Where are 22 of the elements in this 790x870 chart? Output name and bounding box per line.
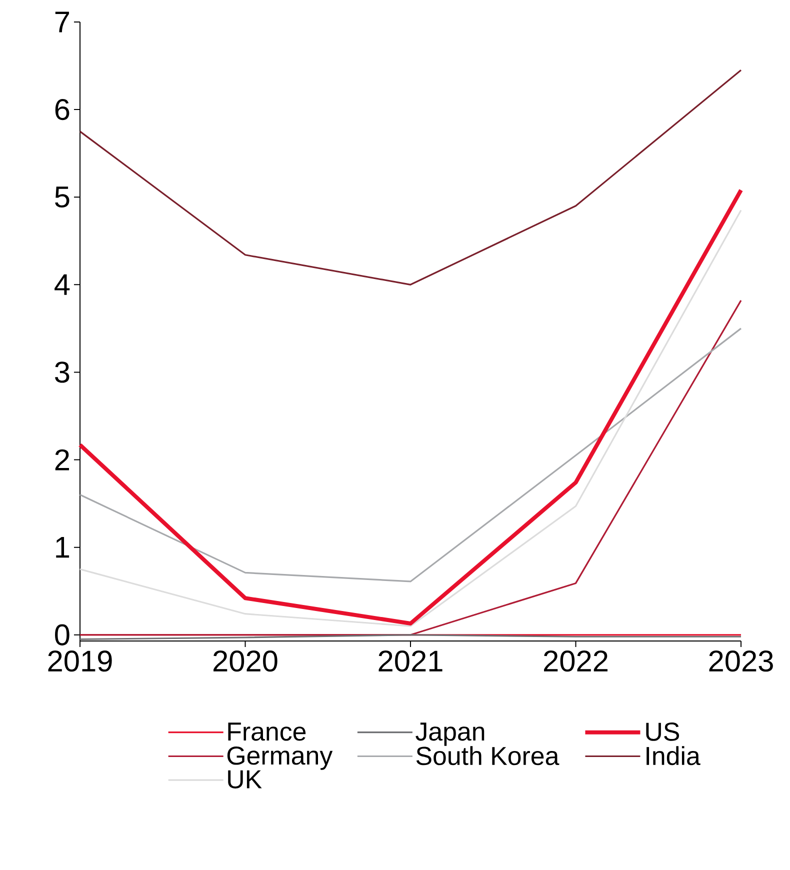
legend-label: India xyxy=(646,746,700,766)
line-series xyxy=(79,69,742,286)
y-tick-label: 3 xyxy=(55,362,70,383)
legend-label: UK xyxy=(228,770,262,788)
y-tick-label: 2 xyxy=(55,449,69,470)
y-tick-label: 5 xyxy=(55,186,70,208)
y-tick-label: 0 xyxy=(55,624,70,646)
x-tick-label: 2023 xyxy=(709,650,773,672)
line-series xyxy=(79,328,742,582)
x-tick-label: 2020 xyxy=(214,650,278,672)
x-tick-label: 2022 xyxy=(544,650,608,672)
y-tick-label: 1 xyxy=(56,537,70,558)
y-tick-label: 7 xyxy=(55,12,69,32)
legend-label: Germany xyxy=(227,746,333,770)
x-tick-label: 2021 xyxy=(378,650,442,672)
x-tick-label: 2019 xyxy=(48,650,112,672)
y-tick-label: 6 xyxy=(55,98,70,120)
legend-label: US xyxy=(646,722,680,741)
legend-label: France xyxy=(228,722,306,741)
legend-label: South Korea xyxy=(416,746,560,766)
legend-label: Japan xyxy=(416,722,484,746)
y-tick-label: 4 xyxy=(54,274,70,295)
